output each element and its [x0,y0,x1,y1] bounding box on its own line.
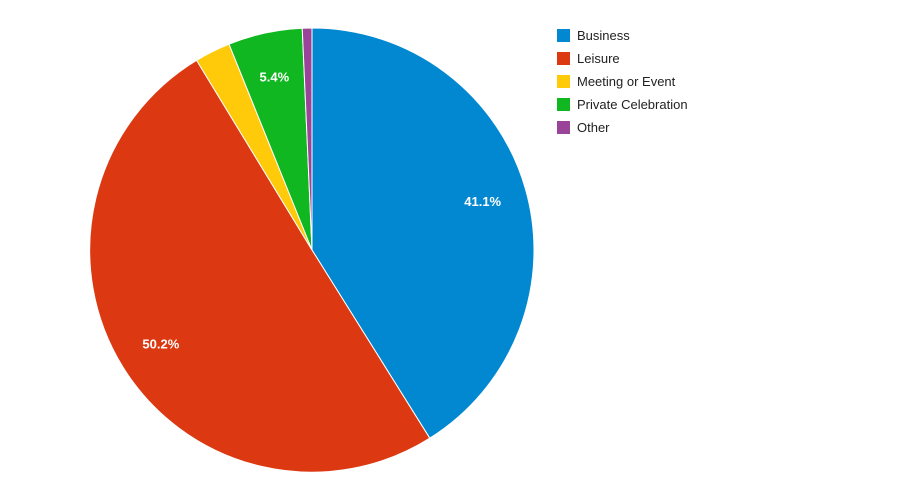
pie-slice-labels: 41.1% 50.2% 5.4% [142,69,501,351]
legend-item-business[interactable]: Business [557,24,688,47]
legend-label-private-celebration: Private Celebration [577,97,688,112]
legend-swatch-leisure [557,52,570,65]
pie-slice-leisure[interactable] [89,59,431,473]
legend-label-leisure: Leisure [577,51,620,66]
pie-slice-other[interactable] [301,27,313,251]
legend: Business Leisure Meeting or Event Privat… [557,24,688,139]
legend-swatch-business [557,29,570,42]
legend-item-other[interactable]: Other [557,116,688,139]
legend-label-meeting-or-event: Meeting or Event [577,74,676,89]
legend-swatch-meeting-or-event [557,75,570,88]
legend-swatch-other [557,121,570,134]
legend-label-other: Other [577,120,610,135]
legend-item-leisure[interactable]: Leisure [557,47,688,70]
slice-label-private-celebration: 5.4% [260,69,290,84]
slice-label-leisure: 50.2% [142,336,179,351]
legend-label-business: Business [577,28,630,43]
legend-swatch-private-celebration [557,98,570,111]
pie-slices [89,27,535,473]
legend-item-meeting-or-event[interactable]: Meeting or Event [557,70,688,93]
legend-item-private-celebration[interactable]: Private Celebration [557,93,688,116]
slice-label-business: 41.1% [464,194,501,209]
pie-slice-business[interactable] [311,27,535,439]
